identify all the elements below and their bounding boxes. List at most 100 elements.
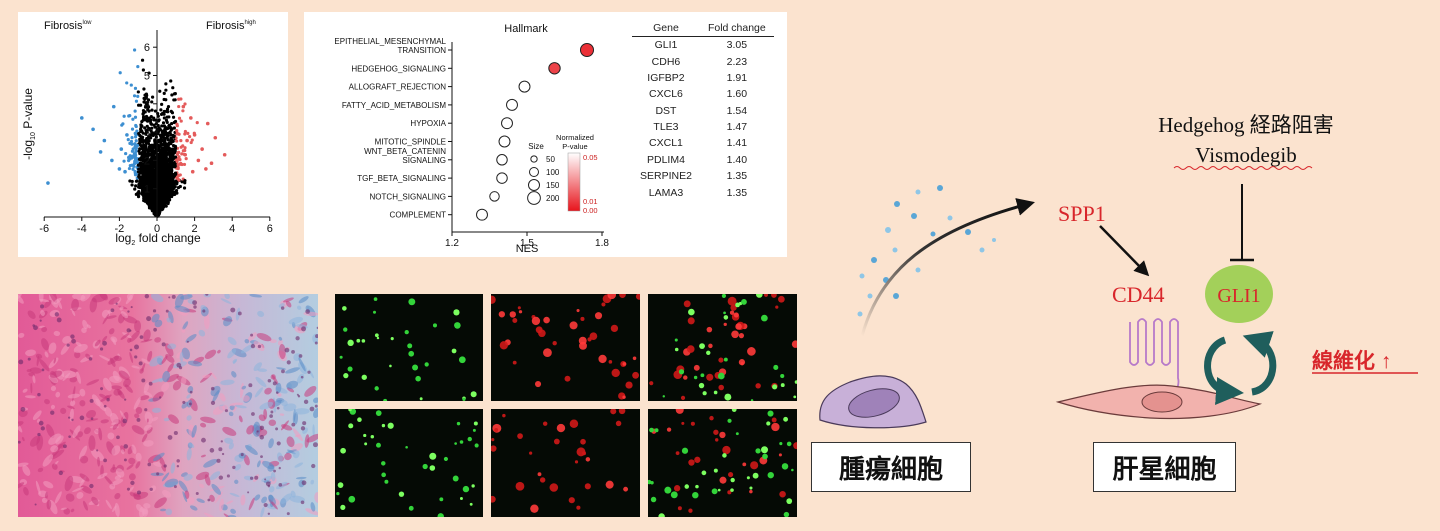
volcano-point [165,115,169,119]
pathway-dot [489,191,500,202]
volcano-point [131,167,135,171]
volcano-point [117,167,122,171]
volcano-point [136,90,140,94]
volcano-point [134,146,138,151]
volcano-point [152,175,156,179]
pvalue-color-bar [567,152,581,212]
volcano-point [148,192,152,196]
volcano-point [182,162,187,167]
volcano-point [133,161,137,165]
volcano-point [172,174,176,179]
volcano-point [168,180,173,185]
volcano-point [163,125,168,130]
volcano-point [190,169,195,174]
micrograph-green-bottom [335,409,483,517]
volcano-point [130,183,134,187]
volcano-point [154,160,158,164]
volcano-point [147,109,151,113]
volcano-point [80,116,84,120]
volcano-point [161,121,166,125]
volcano-point [158,89,162,93]
volcano-point [158,185,162,189]
volcano-point [169,126,173,130]
volcano-point [159,108,163,112]
volcano-point [183,129,187,134]
volcano-point [200,147,204,151]
volcano-y-tick: 1 [144,184,150,196]
volcano-point [111,104,116,109]
volcano-point [181,149,185,153]
pathway-label: HYPOXIA [410,119,446,128]
volcano-point [125,133,129,137]
volcano-point [158,127,162,132]
pathway-dot [579,42,595,58]
volcano-point [158,202,163,207]
volcano-point [123,169,127,174]
volcano-point [162,116,166,120]
volcano-x-tick: 4 [229,223,235,235]
volcano-label-high: Fibrosishigh [206,20,256,32]
volcano-point [153,213,157,217]
volcano-point [145,188,149,193]
volcano-point [127,114,131,118]
size-legend-title: Size [528,142,544,151]
volcano-point [133,187,137,191]
pathway-label: MITOTIC_SPINDLE [375,138,446,147]
volcano-points [46,48,227,218]
fibrosis-up-label: 線維化 ↑ [1312,349,1391,373]
volcano-point [164,88,168,92]
volcano-point [137,190,141,194]
volcano-point [182,186,187,190]
volcano-point [173,144,178,148]
volcano-point [148,204,152,209]
volcano-x-tick: -4 [77,223,87,235]
volcano-point [164,82,168,86]
volcano-point [132,48,137,52]
volcano-point [98,150,103,154]
gene-row: IGFBP2 1.91 [632,70,774,86]
volcano-label-low: Fibrosislow [44,20,92,32]
micrograph-green-top [335,294,483,401]
volcano-point [149,121,153,125]
volcano-point [164,173,168,178]
gene-name: LAMA3 [648,186,684,199]
volcano-point [171,139,175,143]
volcano-point [183,146,187,150]
volcano-point [145,103,149,107]
size-legend-label: 100 [546,168,560,177]
volcano-point [173,149,177,153]
volcano-point [175,139,179,143]
volcano-y-tick: 6 [144,42,150,54]
volcano-point [183,102,187,106]
volcano-point [179,145,183,149]
gli1-label: GLI1 [1217,285,1260,307]
volcano-point [135,160,139,164]
volcano-point [152,116,156,120]
volcano-point [150,126,154,130]
volcano-point [148,168,152,172]
gene-name: CDH6 [651,55,681,68]
volcano-point [149,188,153,193]
size-legend-dot [527,178,541,192]
volcano-point [153,199,157,203]
volcano-point [169,79,173,83]
volcano-point [177,97,181,101]
pathway-label: EPITHELIAL_MESENCHYMAL [334,37,446,46]
volcano-point [222,152,227,157]
volcano-point [189,116,193,120]
volcano-point [120,123,124,127]
volcano-point [151,95,155,99]
volcano-point [127,155,131,160]
volcano-point [168,148,172,152]
volcano-point [173,98,177,102]
volcano-point [145,194,149,198]
volcano-point [213,135,218,140]
volcano-point [169,133,173,137]
volcano-point [141,190,145,194]
volcano-point [140,120,144,124]
gene-row: CDH6 2.23 [632,53,774,69]
volcano-point [161,139,165,143]
volcano-point [169,109,173,113]
volcano-point [165,188,169,192]
gene-fold-change: 1.60 [726,88,748,101]
